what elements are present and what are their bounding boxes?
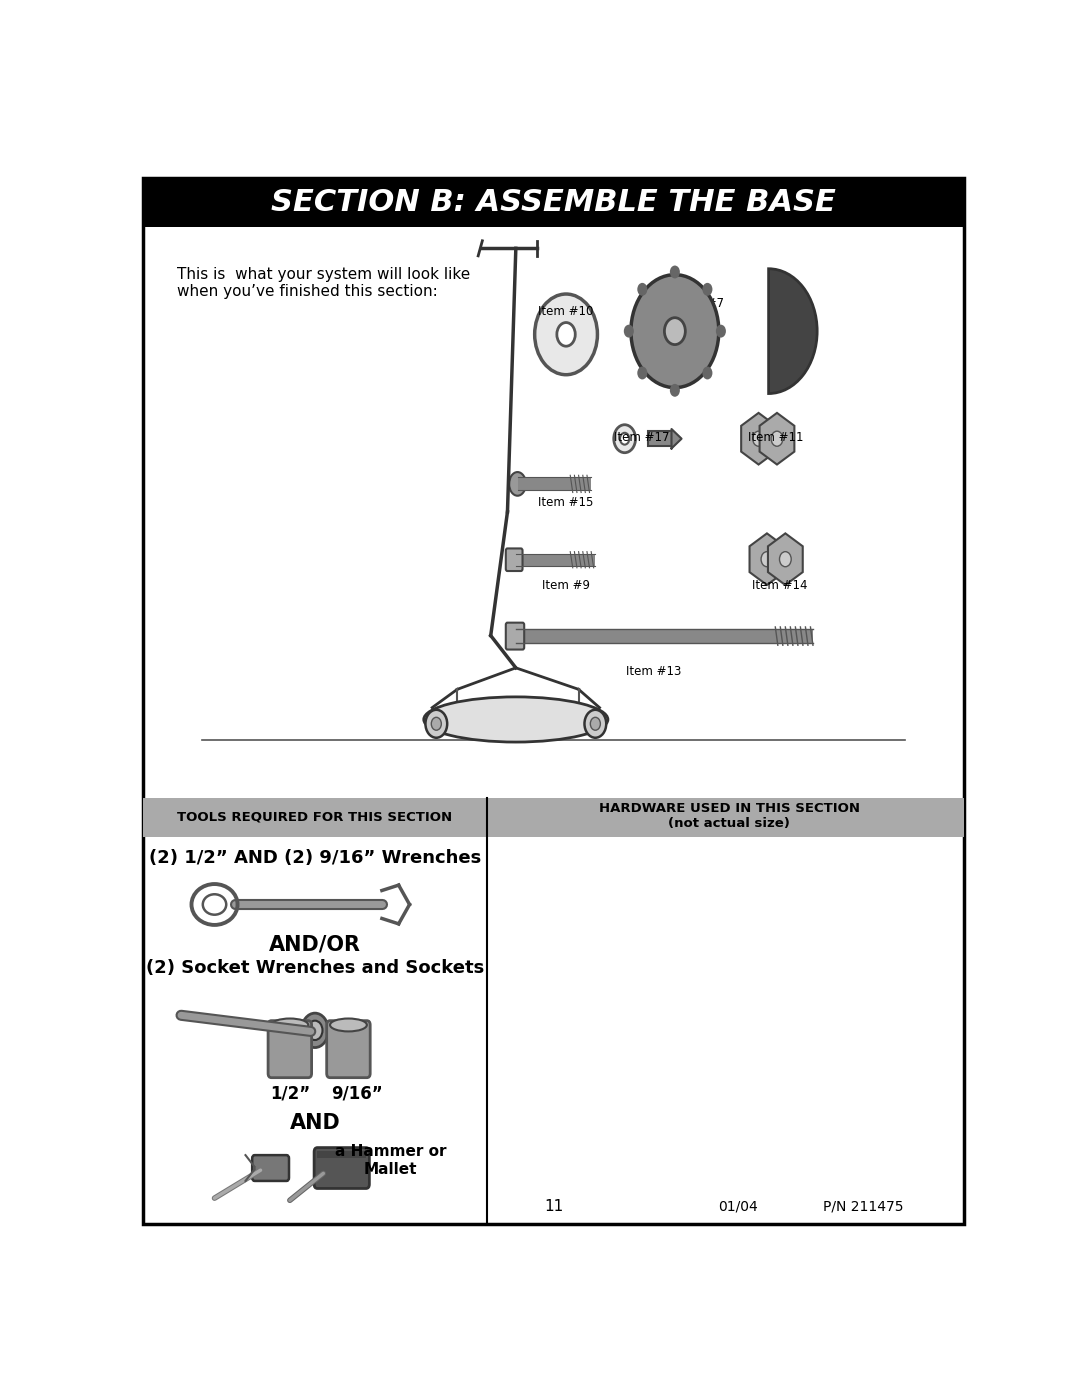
- FancyBboxPatch shape: [648, 432, 672, 446]
- Ellipse shape: [631, 275, 719, 387]
- Text: 01/04: 01/04: [718, 1200, 757, 1214]
- Text: TOOLS REQUIRED FOR THIS SECTION: TOOLS REQUIRED FOR THIS SECTION: [177, 810, 453, 824]
- FancyBboxPatch shape: [516, 629, 813, 643]
- Ellipse shape: [702, 366, 713, 380]
- Ellipse shape: [613, 425, 635, 453]
- Ellipse shape: [203, 894, 226, 915]
- Ellipse shape: [535, 293, 597, 374]
- Ellipse shape: [702, 282, 713, 296]
- Ellipse shape: [716, 324, 726, 338]
- Text: Item #14: Item #14: [752, 578, 807, 591]
- Text: AND/OR: AND/OR: [269, 935, 361, 954]
- Ellipse shape: [423, 697, 608, 742]
- Text: This is  what your system will look like
when you’ve finished this section:: This is what your system will look like …: [177, 267, 470, 299]
- Ellipse shape: [308, 1021, 323, 1039]
- Ellipse shape: [301, 1013, 328, 1048]
- Ellipse shape: [670, 384, 680, 397]
- FancyBboxPatch shape: [144, 798, 963, 837]
- Ellipse shape: [761, 552, 773, 567]
- Ellipse shape: [557, 323, 576, 346]
- FancyBboxPatch shape: [144, 179, 963, 226]
- FancyBboxPatch shape: [314, 1147, 369, 1189]
- Ellipse shape: [664, 317, 686, 345]
- Text: P/N 211475: P/N 211475: [823, 1200, 904, 1214]
- FancyBboxPatch shape: [144, 179, 963, 1224]
- Text: 1/2”: 1/2”: [270, 1084, 310, 1102]
- FancyBboxPatch shape: [505, 549, 523, 571]
- Text: (2) 1/2” AND (2) 9/16” Wrenches: (2) 1/2” AND (2) 9/16” Wrenches: [149, 849, 481, 868]
- Ellipse shape: [620, 433, 630, 444]
- FancyBboxPatch shape: [505, 623, 524, 650]
- Ellipse shape: [780, 552, 792, 567]
- Text: SECTION B: ASSEMBLE THE BASE: SECTION B: ASSEMBLE THE BASE: [271, 189, 836, 217]
- FancyBboxPatch shape: [268, 1021, 312, 1077]
- Text: Item #9: Item #9: [542, 578, 590, 591]
- Ellipse shape: [637, 366, 647, 380]
- Text: 11: 11: [544, 1199, 563, 1214]
- Ellipse shape: [271, 1018, 308, 1031]
- Text: Item #7: Item #7: [676, 296, 724, 310]
- FancyBboxPatch shape: [516, 553, 595, 566]
- Text: 9/16”: 9/16”: [330, 1084, 382, 1102]
- Text: AND: AND: [289, 1113, 340, 1133]
- Ellipse shape: [624, 324, 634, 338]
- Ellipse shape: [591, 717, 600, 731]
- FancyBboxPatch shape: [326, 1021, 370, 1077]
- Wedge shape: [769, 268, 818, 394]
- Text: a Hammer or
Mallet: a Hammer or Mallet: [335, 1144, 446, 1176]
- FancyBboxPatch shape: [318, 1151, 366, 1158]
- Ellipse shape: [426, 710, 447, 738]
- Text: Item #13: Item #13: [626, 665, 681, 678]
- Text: (2) Socket Wrenches and Sockets: (2) Socket Wrenches and Sockets: [146, 958, 484, 977]
- Text: Item #11: Item #11: [747, 432, 804, 444]
- Text: Item #17: Item #17: [613, 432, 670, 444]
- Ellipse shape: [330, 1018, 367, 1031]
- FancyBboxPatch shape: [517, 478, 591, 490]
- Ellipse shape: [670, 265, 680, 278]
- Text: Item #10: Item #10: [538, 306, 594, 319]
- Text: Item #15: Item #15: [538, 496, 594, 509]
- Polygon shape: [672, 429, 681, 448]
- Ellipse shape: [753, 432, 765, 446]
- Ellipse shape: [637, 282, 647, 296]
- Ellipse shape: [431, 717, 442, 731]
- Ellipse shape: [584, 710, 606, 738]
- Ellipse shape: [771, 432, 783, 446]
- Text: HARDWARE USED IN THIS SECTION
(not actual size): HARDWARE USED IN THIS SECTION (not actua…: [598, 802, 860, 830]
- FancyBboxPatch shape: [253, 1155, 289, 1180]
- Ellipse shape: [509, 472, 526, 496]
